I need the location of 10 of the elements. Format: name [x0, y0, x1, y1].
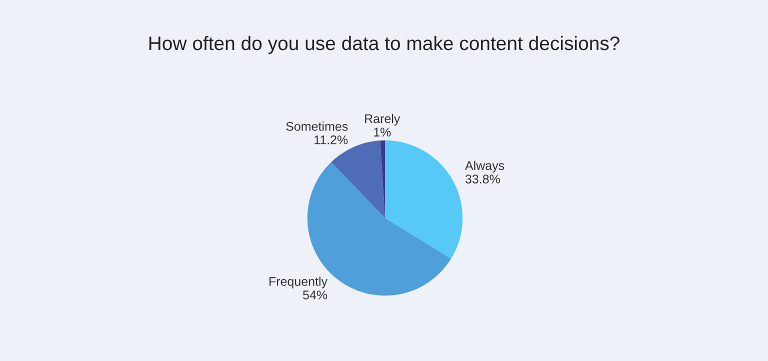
data-label: 54% — [303, 290, 328, 300]
data-label: 33.8% — [465, 174, 500, 184]
chart-title: How often do you use data to make content decisions? — [149, 36, 620, 54]
slice-label: Frequently — [269, 276, 328, 288]
data-label: 11.2% — [314, 135, 348, 144]
slice-label: Sometimes — [286, 122, 348, 131]
slice-label: Rarely — [365, 114, 400, 126]
slice-label: Always — [464, 160, 504, 172]
data-label: 1% — [374, 128, 391, 137]
pie-slice — [385, 140, 463, 259]
